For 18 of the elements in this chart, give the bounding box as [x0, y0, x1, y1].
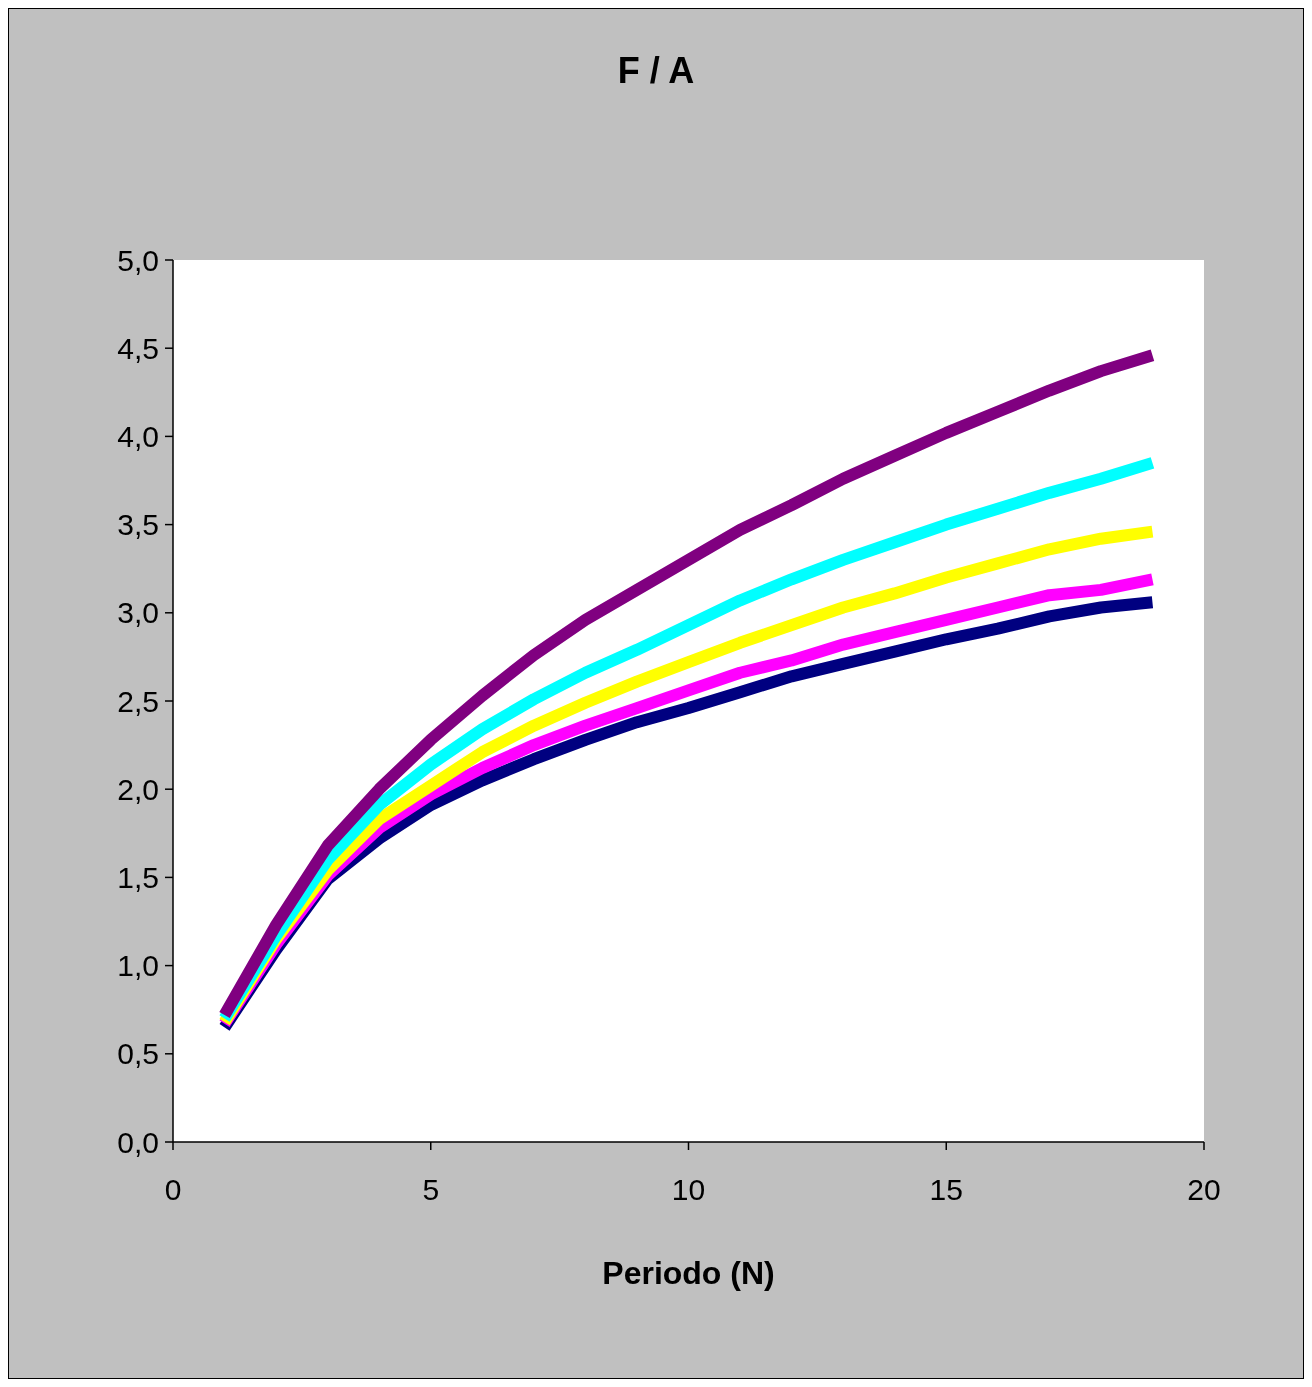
y-tick-label: 1,0: [117, 949, 159, 983]
y-tick-label: 0,5: [117, 1037, 159, 1071]
x-tick-label: 10: [671, 1173, 706, 1206]
y-tick-label: 1,5: [117, 860, 159, 894]
y-tick-label: 4,0: [117, 419, 159, 453]
y-tick-label: 3,0: [117, 596, 159, 630]
x-tick-label: 20: [1187, 1173, 1221, 1206]
x-axis-title: Periodo (N): [602, 1255, 775, 1291]
y-tick-label: 2,5: [117, 684, 159, 718]
x-tick-label: 15: [929, 1173, 963, 1206]
y-tick-label: 4,5: [117, 331, 159, 365]
y-tick-label: 3,5: [117, 508, 159, 542]
y-tick-label: 5,0: [117, 243, 159, 277]
x-tick-label: 0: [164, 1173, 182, 1206]
y-tick-label: 0,0: [117, 1125, 159, 1159]
x-tick-label: 5: [422, 1173, 440, 1206]
chart-title: F / A: [617, 50, 695, 91]
y-tick-label: 2,0: [117, 772, 159, 806]
